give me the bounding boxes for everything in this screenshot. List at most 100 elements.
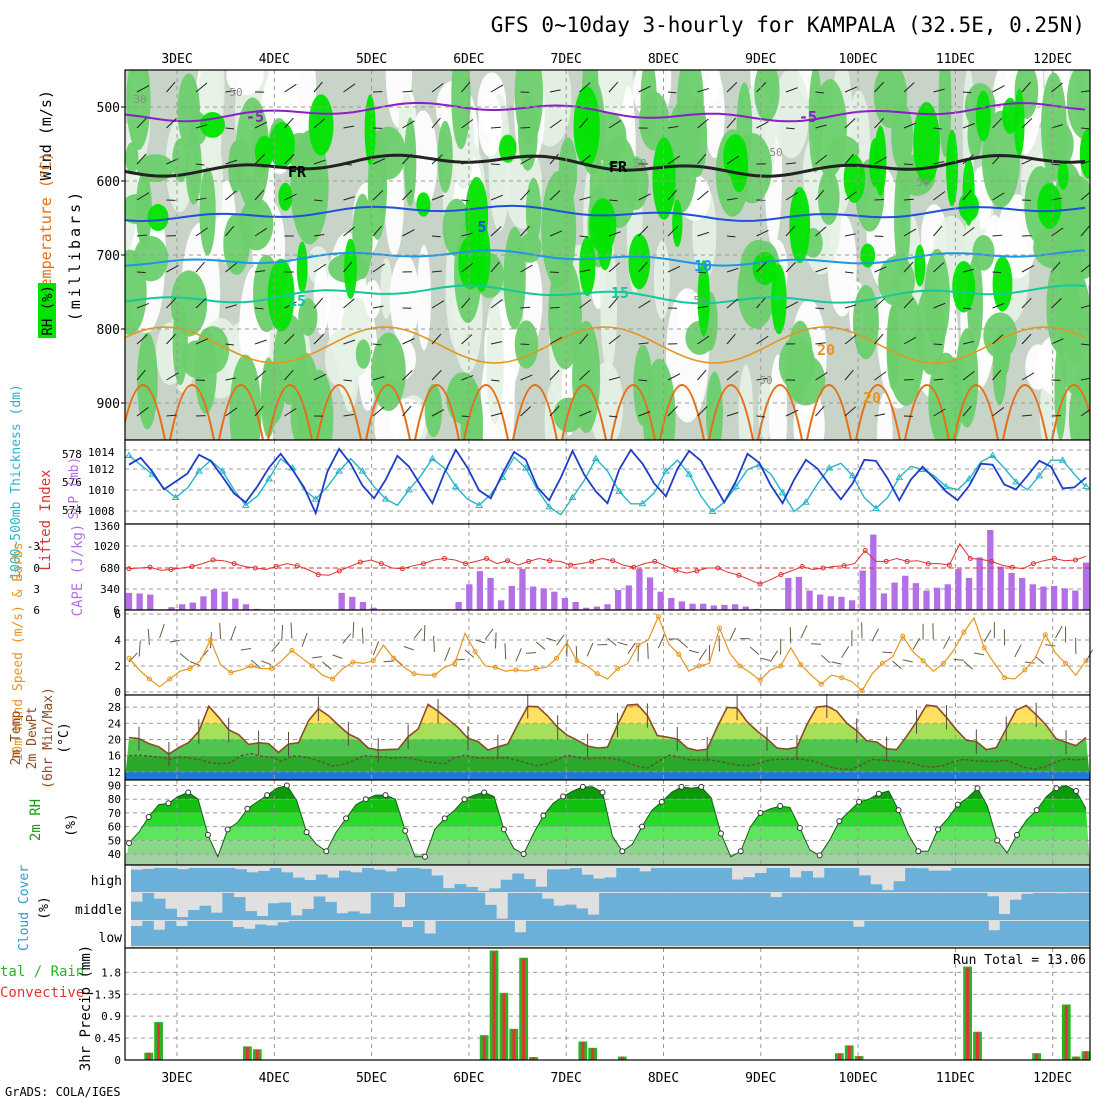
cloud-cover-bar-middle — [873, 893, 885, 920]
cloud-cover-bar-low — [492, 921, 504, 946]
precip-convective-bar — [157, 1023, 161, 1060]
rh-2m-marker — [145, 814, 152, 821]
wind-speed-marker — [452, 660, 458, 666]
slp-tick-label: 1008 — [88, 505, 115, 518]
cloud-cover-bar-low — [548, 921, 561, 946]
rh-2m-marker — [599, 789, 606, 796]
cloud-cover-bar-middle — [975, 893, 988, 920]
wind-barb — [313, 297, 324, 309]
wind-barb — [608, 81, 619, 93]
wind-speed-marker — [696, 663, 702, 669]
rh-moist-area — [451, 70, 471, 150]
wind-barb — [138, 640, 141, 657]
cloud-cover-bar-low — [977, 921, 989, 946]
wind-barb — [844, 191, 857, 201]
wind-barb — [726, 267, 739, 273]
cloud-cover-bar-high — [962, 868, 975, 892]
cloud-cover-bar-low — [943, 921, 955, 946]
wind-speed-marker — [716, 625, 722, 631]
lifted-index-marker — [715, 565, 721, 571]
wind-barb — [189, 661, 200, 666]
cape-bar — [455, 602, 462, 610]
wind-barb — [638, 193, 651, 201]
y-tick-label: 0.45 — [95, 1032, 122, 1045]
cloud-cover-bar-low — [785, 921, 797, 946]
isotherm-lobe — [561, 384, 607, 440]
precip-convective-bar — [1064, 1005, 1068, 1060]
cloud-cover-bar-low — [345, 921, 357, 946]
cloud-cover-bar-low — [401, 927, 414, 946]
lifted-index-marker — [294, 563, 300, 569]
rh-moist-area — [817, 169, 840, 225]
wind-barb — [281, 624, 284, 641]
cape-bar — [944, 584, 951, 610]
cape-bar — [498, 600, 505, 610]
isotherm-lobe — [316, 384, 362, 440]
wind-barb — [284, 83, 297, 93]
wind-barb — [902, 659, 913, 663]
wind-barb — [474, 639, 486, 644]
wind-barb — [953, 658, 964, 661]
wind-barb — [992, 117, 1003, 129]
lifted-index-tick-label: 0 — [33, 562, 40, 575]
cloud-cover-bar-high — [523, 879, 536, 892]
wind-barb — [1021, 118, 1033, 129]
rh-2m-marker — [481, 789, 488, 796]
cape-bar — [806, 590, 813, 610]
wind-barb — [490, 163, 500, 166]
wind-barb — [892, 660, 902, 670]
wind-barb — [785, 261, 796, 273]
wind-speed-marker — [839, 675, 845, 681]
footer-credit: GrADS: COLA/IGES — [5, 1085, 121, 1099]
y-tick-label: 0 — [114, 1054, 121, 1067]
isotherm-lobe — [953, 384, 999, 440]
wind-barb — [667, 155, 681, 165]
wind-barb — [240, 648, 252, 651]
wind-speed-marker — [920, 658, 926, 664]
cloud-cover-bar-low — [390, 921, 403, 946]
wind-barb — [667, 373, 681, 381]
rh-moist-area — [1054, 337, 1067, 440]
wind-barb — [667, 189, 678, 201]
thickness-marker — [358, 467, 367, 474]
wind-barb — [402, 338, 415, 345]
cloud-cover-bar-middle — [279, 902, 292, 920]
y-tick-label: 40 — [108, 848, 121, 861]
cape-bar — [179, 604, 186, 610]
cape-bar — [795, 576, 803, 610]
cape-bar — [1029, 584, 1036, 610]
lifted-index-marker — [904, 558, 910, 564]
rh-shading: -5 -5 FR FR 5 10 15 15 20 20 30 50 50 50 50 50 50 — [125, 70, 1090, 440]
cloud-cover-bar-low — [221, 921, 233, 946]
rh-2m-marker — [954, 801, 961, 808]
rh-moist-area — [172, 300, 188, 386]
wind-barb — [284, 153, 295, 165]
wind-barb — [697, 405, 708, 417]
wind-barb — [372, 641, 380, 656]
rh-dry-area — [389, 254, 420, 345]
precip-convective-bar — [255, 1049, 259, 1060]
date-label-top: 9DEC — [745, 52, 776, 67]
cloud-level-label: low — [99, 931, 123, 946]
cloud-cover-bar-low — [1067, 921, 1080, 946]
cape-bar — [147, 594, 154, 610]
wind-barb — [579, 299, 592, 309]
isotherm-line — [125, 326, 1086, 364]
wind-barb — [413, 628, 423, 639]
y-tick-label: 800 — [97, 323, 120, 338]
rh-moist-area — [924, 248, 950, 349]
wind-barb — [579, 333, 589, 345]
cloud-cover-bar-low — [1022, 921, 1034, 946]
rh-dry-area — [408, 110, 438, 210]
cape-bar — [593, 606, 601, 610]
lifted-index-tick-label: -3 — [27, 540, 40, 553]
cloud-cover-bar-high — [801, 871, 813, 892]
wind-barb — [820, 654, 831, 664]
rh-saturated-area — [628, 233, 651, 290]
wind-barb — [313, 373, 327, 381]
wind-barb — [313, 234, 325, 237]
isotherm-label: FR — [609, 158, 628, 176]
cloud-cover-bar-middle — [667, 893, 680, 920]
wind-barb — [361, 627, 364, 644]
y-tick-label: 700 — [97, 249, 120, 264]
